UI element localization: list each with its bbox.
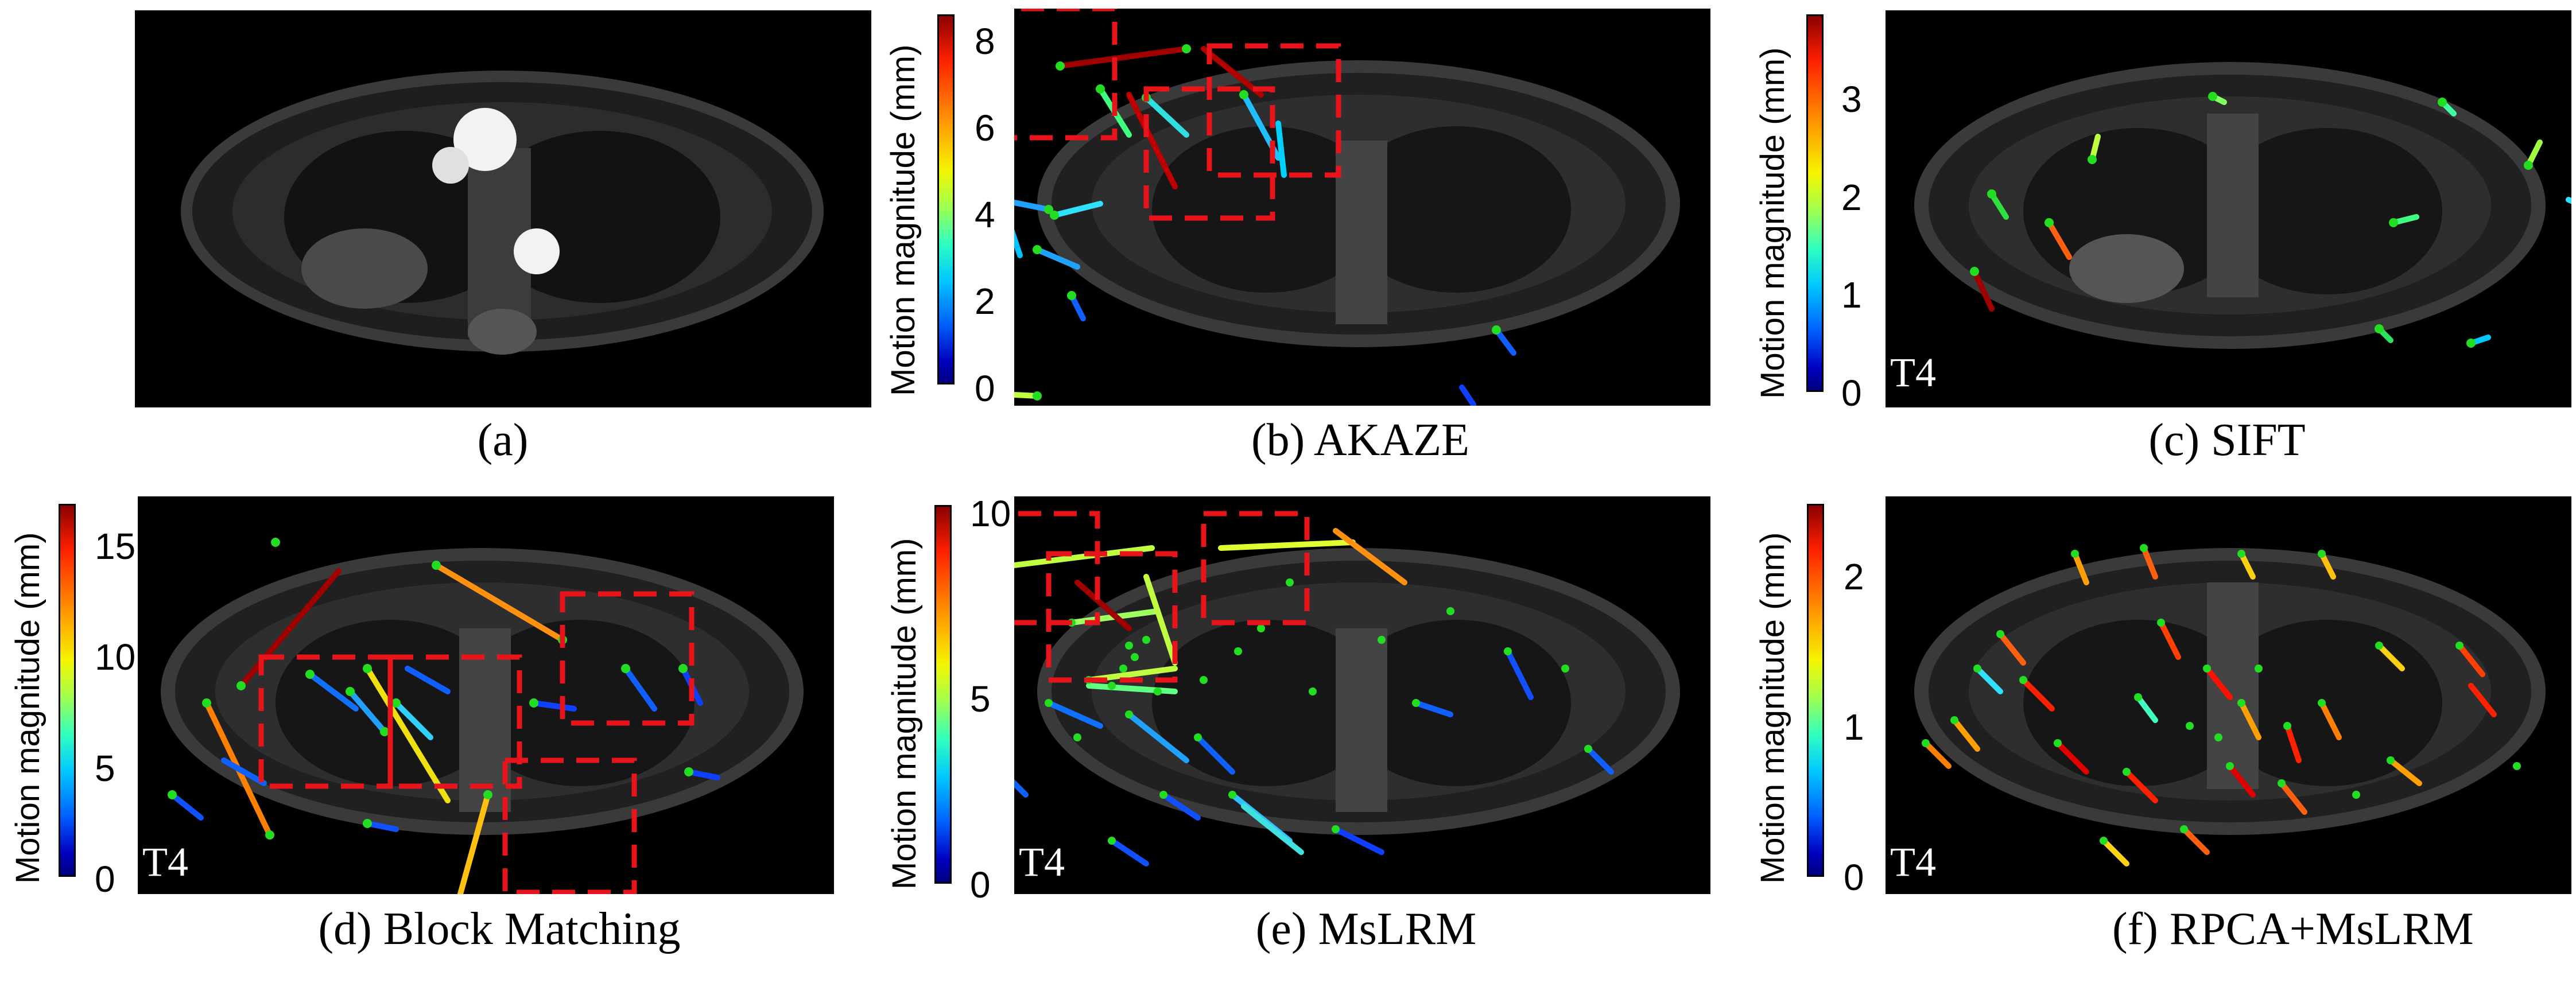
colorbar-label-b: Motion magnitude (mm) [884, 44, 922, 396]
tick-b-8: 8 [975, 21, 995, 62]
motion-field-f [1914, 544, 2546, 867]
tick-f-1: 1 [1844, 706, 1864, 748]
motion-field-c [1914, 62, 2571, 349]
mri-image-d: T4 [138, 496, 834, 894]
mri-slice-a [181, 71, 824, 355]
tick-e-0: 0 [970, 864, 991, 906]
tick-c-1: 1 [1841, 274, 1862, 316]
tick-b-0: 0 [975, 368, 995, 409]
mri-image-c: T4 [1886, 10, 2571, 407]
colorbar-label-d: Motion magnitude (mm) [9, 532, 46, 884]
tick-c-0: 0 [1841, 372, 1862, 414]
mri-image-b [1014, 9, 1710, 406]
overlay-label-f: T4 [1890, 839, 1936, 885]
caption-e: (e) MsLRM [1255, 904, 1477, 954]
colorbar-c [1806, 14, 1824, 392]
tick-f-2: 2 [1844, 556, 1864, 597]
colorbar-label-c: Motion magnitude (mm) [1754, 47, 1791, 399]
tick-d-10: 10 [95, 636, 136, 678]
tick-e-5: 5 [970, 678, 991, 720]
tick-c-3: 3 [1841, 79, 1862, 120]
tick-b-6: 6 [975, 107, 995, 149]
mri-image-a [135, 10, 871, 407]
tick-f-0: 0 [1844, 857, 1864, 898]
mri-image-e: T4 [1014, 496, 1710, 894]
overlay-label-e: T4 [1019, 839, 1065, 885]
caption-c: (c) SIFT [2148, 415, 2306, 465]
colorbar-d [59, 504, 76, 877]
tick-e-10: 10 [970, 493, 1011, 534]
tick-b-2: 2 [975, 281, 995, 322]
colorbar-label-f: Motion magnitude (mm) [1754, 532, 1791, 884]
caption-b: (b) AKAZE [1251, 415, 1469, 465]
mri-image-f: T4 [1886, 496, 2571, 894]
motion-field-e [1014, 511, 1680, 867]
caption-d: (d) Block Matching [318, 904, 681, 954]
tick-d-15: 15 [95, 526, 136, 567]
tick-d-0: 0 [95, 858, 115, 900]
overlay-label-d: T4 [142, 839, 188, 885]
overlay-label-c: T4 [1890, 349, 1936, 395]
caption-a: (a) [477, 415, 529, 465]
colorbar-label-e: Motion magnitude (mm) [886, 538, 923, 889]
tick-c-2: 2 [1841, 177, 1862, 218]
tick-d-5: 5 [95, 748, 115, 789]
colorbar-b [937, 14, 955, 384]
colorbar-f [1807, 504, 1824, 877]
motion-field-d [161, 538, 804, 894]
tick-b-4: 4 [975, 194, 995, 235]
colorbar-e [934, 505, 952, 884]
motion-field-b [1014, 9, 1680, 406]
caption-f: (f) RPCA+MsLRM [2112, 904, 2474, 954]
